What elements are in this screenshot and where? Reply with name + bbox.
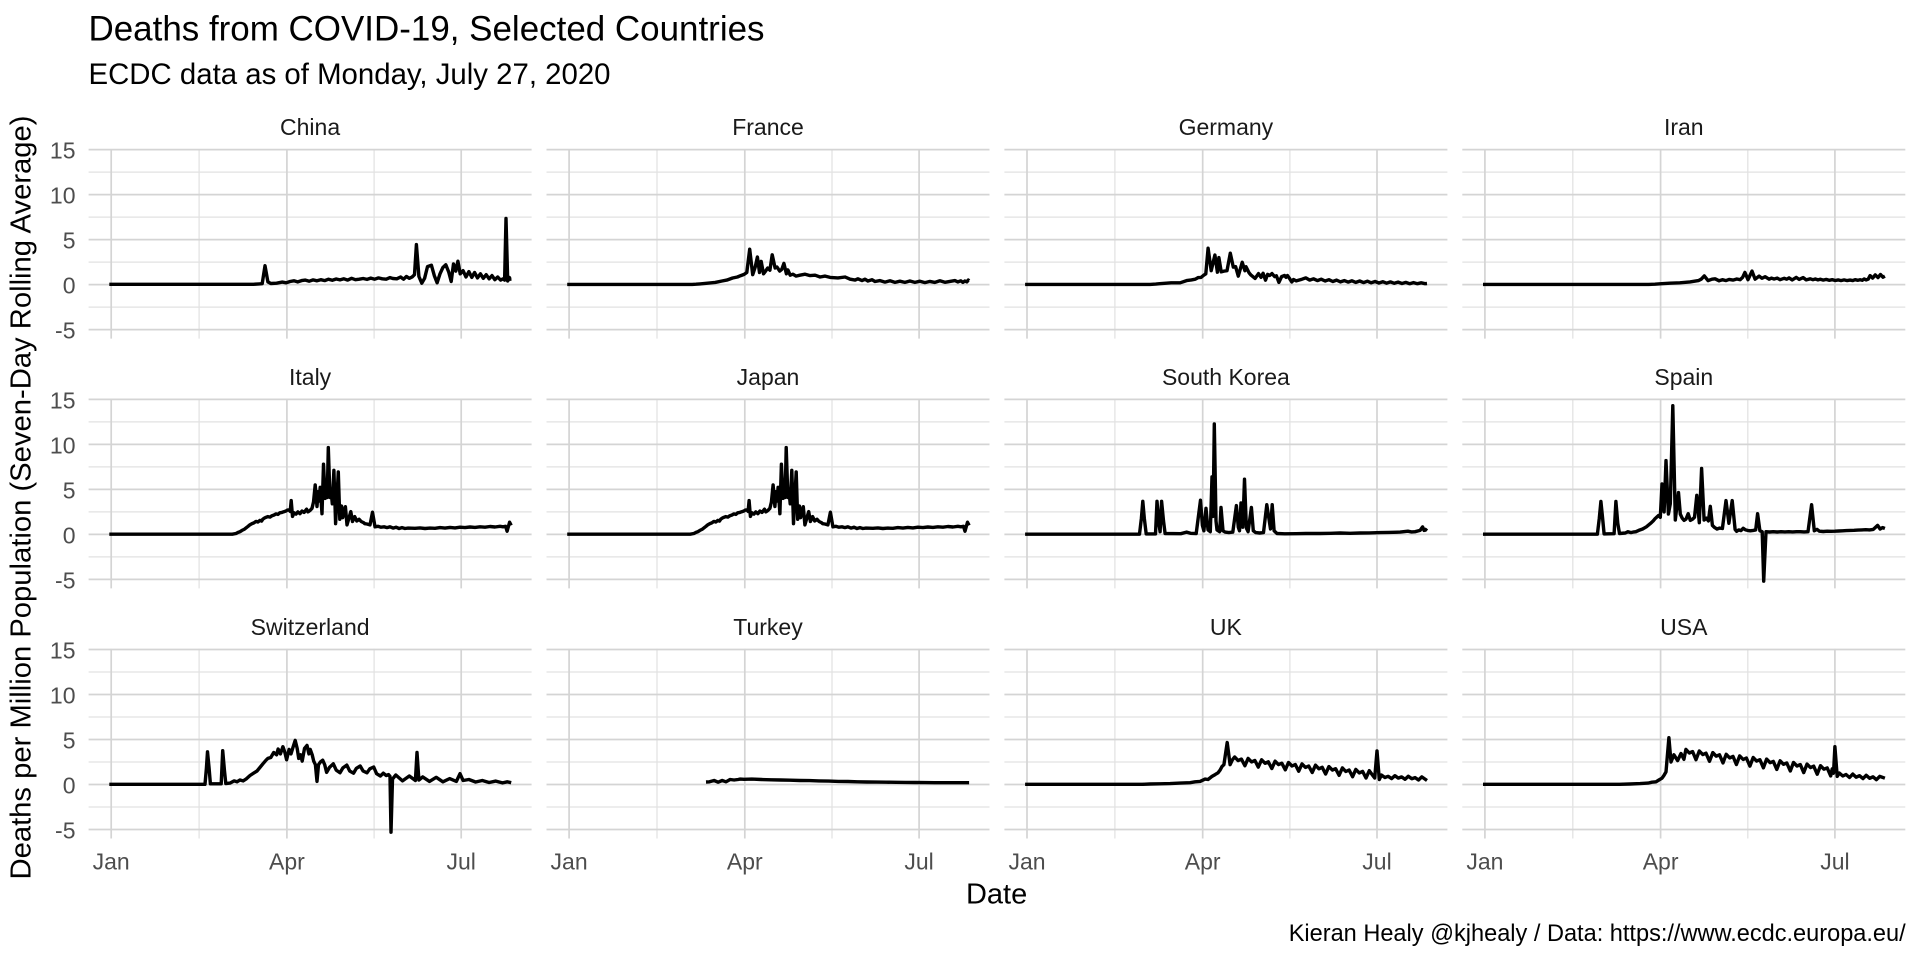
- svg-text:France: France: [732, 114, 804, 140]
- svg-text:Deaths from COVID-19, Selected: Deaths from COVID-19, Selected Countries: [89, 9, 765, 48]
- svg-text:5: 5: [63, 728, 76, 754]
- svg-text:Jan: Jan: [551, 849, 588, 875]
- svg-text:0: 0: [63, 773, 76, 799]
- svg-text:0: 0: [63, 522, 76, 548]
- svg-text:Italy: Italy: [289, 364, 332, 390]
- svg-text:Date: Date: [966, 878, 1027, 910]
- svg-text:Apr: Apr: [1643, 849, 1679, 875]
- svg-text:Germany: Germany: [1179, 114, 1274, 140]
- svg-text:15: 15: [50, 638, 76, 664]
- svg-text:5: 5: [63, 228, 76, 254]
- svg-text:Jul: Jul: [904, 849, 933, 875]
- svg-text:Turkey: Turkey: [733, 614, 803, 640]
- svg-text:China: China: [280, 114, 340, 140]
- svg-text:Apr: Apr: [269, 849, 305, 875]
- svg-text:Apr: Apr: [1185, 849, 1221, 875]
- svg-text:USA: USA: [1660, 614, 1708, 640]
- svg-text:-5: -5: [55, 818, 75, 844]
- svg-text:Iran: Iran: [1664, 114, 1704, 140]
- svg-text:10: 10: [50, 683, 76, 709]
- svg-text:Jul: Jul: [1820, 849, 1849, 875]
- svg-text:Japan: Japan: [737, 364, 800, 390]
- svg-text:Jul: Jul: [446, 849, 475, 875]
- svg-text:Jan: Jan: [1008, 849, 1045, 875]
- svg-text:-5: -5: [55, 318, 75, 344]
- svg-text:South Korea: South Korea: [1162, 364, 1290, 390]
- svg-text:-5: -5: [55, 567, 75, 593]
- svg-text:10: 10: [50, 432, 76, 458]
- svg-text:Deaths per Million Population: Deaths per Million Population (Seven-Day…: [6, 116, 38, 880]
- svg-text:15: 15: [50, 138, 76, 164]
- svg-text:Apr: Apr: [727, 849, 763, 875]
- svg-text:ECDC data as of Monday, July 2: ECDC data as of Monday, July 27, 2020: [89, 58, 611, 91]
- svg-text:UK: UK: [1210, 614, 1243, 640]
- svg-text:Kieran Healy @kjhealy / Data:: Kieran Healy @kjhealy / Data: https://ww…: [1289, 920, 1906, 947]
- svg-text:Jul: Jul: [1362, 849, 1391, 875]
- svg-text:Jan: Jan: [1466, 849, 1503, 875]
- svg-text:15: 15: [50, 387, 76, 413]
- svg-text:Jan: Jan: [93, 849, 130, 875]
- svg-text:10: 10: [50, 183, 76, 209]
- svg-text:0: 0: [63, 273, 76, 299]
- svg-text:5: 5: [63, 477, 76, 503]
- svg-text:Spain: Spain: [1654, 364, 1713, 390]
- svg-text:Switzerland: Switzerland: [251, 614, 370, 640]
